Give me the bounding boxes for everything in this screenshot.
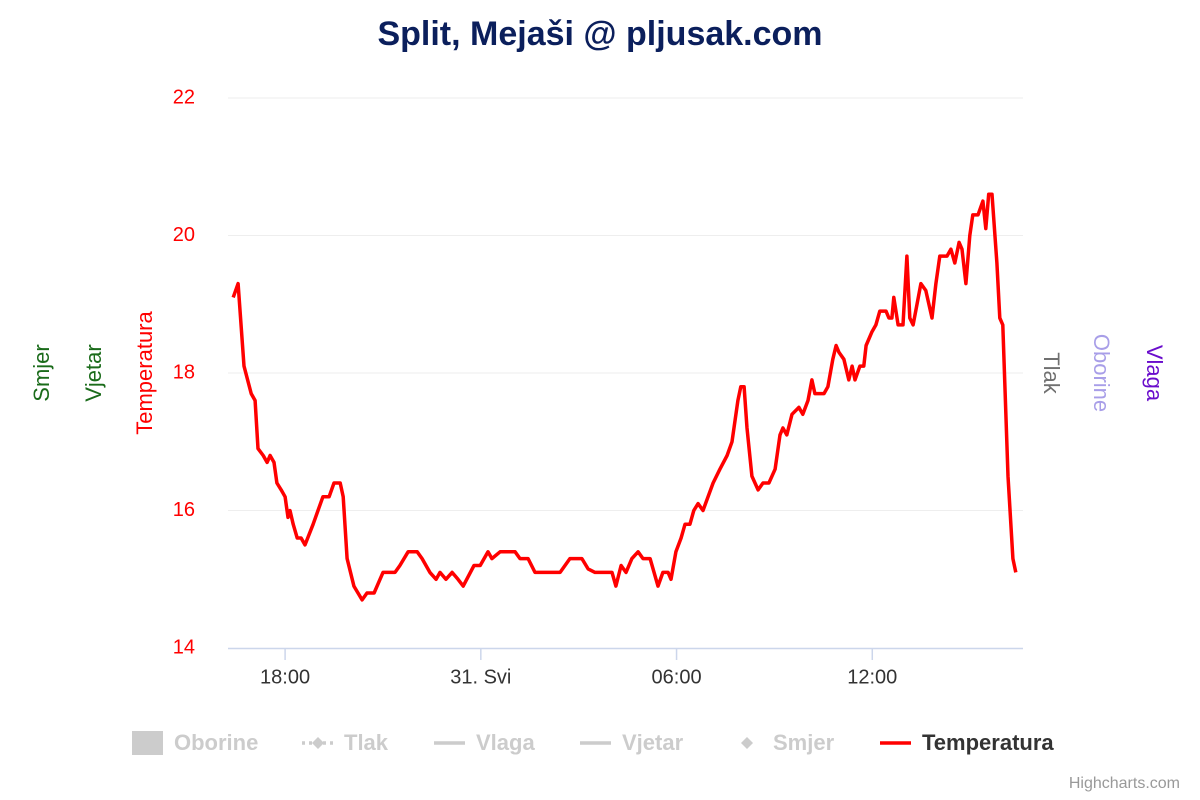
temperature-line <box>231 192 1018 602</box>
axis-title: Vjetar <box>81 344 106 401</box>
x-tick-label: 18:00 <box>260 666 310 688</box>
legend-label[interactable]: Tlak <box>344 730 389 755</box>
x-tick-label: 31. Svi <box>450 666 511 688</box>
legend-label[interactable]: Vjetar <box>622 730 684 755</box>
axis-title: Temperatura <box>132 310 157 434</box>
axis-title: Tlak <box>1039 352 1064 395</box>
credits[interactable]: Highcharts.com <box>1069 775 1180 792</box>
y-tick-label: 18 <box>173 361 195 383</box>
axis-title: Vlaga <box>1142 345 1167 402</box>
legend-symbol <box>132 731 163 755</box>
x-tick-label: 12:00 <box>847 666 897 688</box>
y-tick-label: 20 <box>173 224 195 246</box>
axis-title: Smjer <box>29 344 54 401</box>
legend-symbol <box>741 737 753 749</box>
legend-symbol <box>312 737 324 749</box>
legend-label[interactable]: Temperatura <box>922 730 1054 755</box>
y-tick-label: 16 <box>173 499 195 521</box>
legend-label[interactable]: Oborine <box>174 730 258 755</box>
legend-label[interactable]: Vlaga <box>476 730 535 755</box>
y-tick-label: 14 <box>173 636 195 658</box>
x-tick-label: 06:00 <box>652 666 702 688</box>
legend-label[interactable]: Smjer <box>773 730 835 755</box>
axis-title: Oborine <box>1089 334 1114 412</box>
y-tick-label: 22 <box>173 86 195 108</box>
chart-title: Split, Mejaši @ pljusak.com <box>377 15 822 53</box>
